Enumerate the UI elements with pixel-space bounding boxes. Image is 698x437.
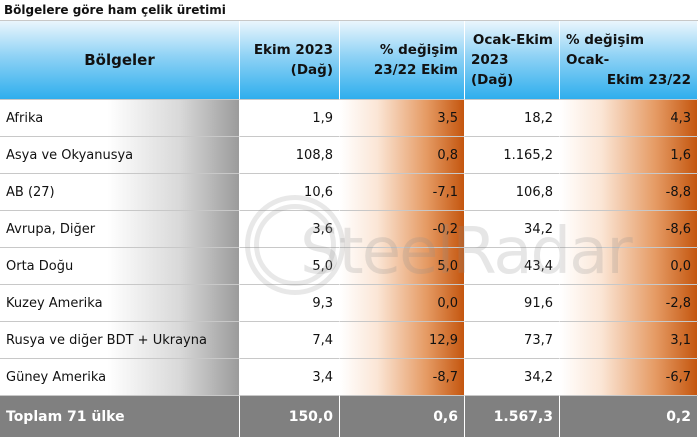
region-name: Afrika bbox=[0, 100, 240, 137]
value-cell: 1,6 bbox=[560, 137, 698, 174]
region-name: Avrupa, Diğer bbox=[0, 211, 240, 248]
value-cell: 4,3 bbox=[560, 100, 698, 137]
total-label: Toplam 71 ülke bbox=[0, 396, 240, 437]
header-cell: Bölgeler bbox=[0, 21, 240, 100]
total-value: 0,6 bbox=[340, 396, 465, 437]
value-cell: 106,8 bbox=[465, 174, 560, 211]
value-cell: 9,3 bbox=[240, 285, 340, 322]
value-cell: 108,8 bbox=[240, 137, 340, 174]
header-text: 23/22 Ekim bbox=[373, 62, 458, 78]
value-cell: 0,0 bbox=[560, 248, 698, 285]
value-cell: -8,7 bbox=[340, 359, 465, 396]
value-cell: 7,4 bbox=[240, 322, 340, 359]
value-cell: -8,8 bbox=[560, 174, 698, 211]
total-value: 150,0 bbox=[240, 396, 340, 437]
table: Bölgeler Ekim 2023 (Dağ) % değişim 23/22 Eki… bbox=[0, 21, 698, 437]
value-cell: 73,7 bbox=[465, 322, 560, 359]
value-cell: 0,8 bbox=[340, 137, 465, 174]
header-text: % değişim Ocak- bbox=[566, 32, 645, 68]
value-cell: -7,1 bbox=[340, 174, 465, 211]
value-cell: 3,4 bbox=[240, 359, 340, 396]
value-cell: 1.165,2 bbox=[465, 137, 560, 174]
value-cell: 12,9 bbox=[340, 322, 465, 359]
value-cell: 0,0 bbox=[340, 285, 465, 322]
region-name: Rusya ve diğer BDT + Ukrayna bbox=[0, 322, 240, 359]
value-cell: 3,5 bbox=[340, 100, 465, 137]
header-text: Ekim 2023 bbox=[253, 42, 333, 58]
region-name: Kuzey Amerika bbox=[0, 285, 240, 322]
value-cell: -0,2 bbox=[340, 211, 465, 248]
header-text: % değişim bbox=[379, 42, 458, 58]
value-cell: 91,6 bbox=[465, 285, 560, 322]
value-cell: 5,0 bbox=[340, 248, 465, 285]
value-cell: 5,0 bbox=[240, 248, 340, 285]
value-cell: 10,6 bbox=[240, 174, 340, 211]
value-cell: 3,1 bbox=[560, 322, 698, 359]
region-name: Asya ve Okyanusya bbox=[0, 137, 240, 174]
header-text: (Dağ) bbox=[290, 62, 333, 78]
value-cell: 18,2 bbox=[465, 100, 560, 137]
value-cell: -6,7 bbox=[560, 359, 698, 396]
value-cell: 34,2 bbox=[465, 359, 560, 396]
total-value: 1.567,3 bbox=[465, 396, 560, 437]
header-cell: % değişim Ocak- Ekim 23/22 bbox=[560, 21, 698, 100]
header-text: 2023 (Dağ) bbox=[471, 52, 514, 88]
header-text: Ocak-Ekim bbox=[472, 32, 553, 48]
total-value: 0,2 bbox=[560, 396, 698, 437]
header-cell: Ekim 2023 (Dağ) bbox=[240, 21, 340, 100]
value-cell: 3,6 bbox=[240, 211, 340, 248]
region-name: AB (27) bbox=[0, 174, 240, 211]
value-cell: 1,9 bbox=[240, 100, 340, 137]
value-cell: -2,8 bbox=[560, 285, 698, 322]
header-cell: Ocak-Ekim 2023 (Dağ) bbox=[465, 21, 560, 100]
header-text: Bölgeler bbox=[84, 51, 155, 69]
value-cell: 43,4 bbox=[465, 248, 560, 285]
region-name: Orta Doğu bbox=[0, 248, 240, 285]
header-cell: % değişim 23/22 Ekim bbox=[340, 21, 465, 100]
value-cell: 34,2 bbox=[465, 211, 560, 248]
table-title: Bölgelere göre ham çelik üretimi bbox=[0, 0, 698, 21]
value-cell: -8,6 bbox=[560, 211, 698, 248]
header-text: Ekim 23/22 bbox=[606, 72, 691, 88]
region-name: Güney Amerika bbox=[0, 359, 240, 396]
